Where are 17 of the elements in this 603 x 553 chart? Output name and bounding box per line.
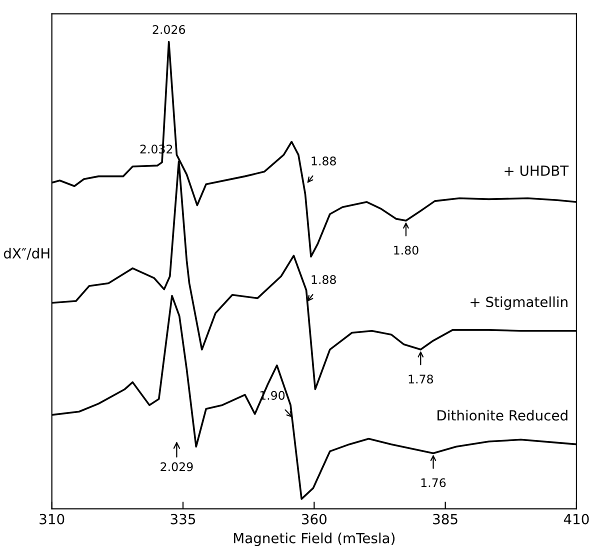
annotation: 2.026 (152, 25, 185, 34)
annotation: 1.76 (421, 478, 446, 488)
x-tick-label: 385 (433, 514, 458, 524)
annotation: 1.78 (408, 374, 433, 384)
series-label: + UHDBT (504, 166, 569, 176)
series-label: + Stigmatellin (470, 296, 568, 310)
annotation: 1.88 (312, 156, 336, 166)
annotation: 1.80 (394, 246, 418, 255)
x-tick-label: 310 (40, 514, 64, 524)
x-tick-label: 360 (302, 514, 326, 524)
x-axis-title: Magnetic Field (mTesla) (234, 532, 395, 546)
x-tick-label: 335 (170, 514, 196, 524)
y-axis-title: dX″/dH (4, 248, 50, 260)
annotation: 2.029 (160, 462, 193, 472)
x-tick-label: 410 (564, 514, 589, 524)
series-label: Dithionite Reduced (438, 410, 568, 421)
annotation: 1.88 (312, 275, 336, 284)
